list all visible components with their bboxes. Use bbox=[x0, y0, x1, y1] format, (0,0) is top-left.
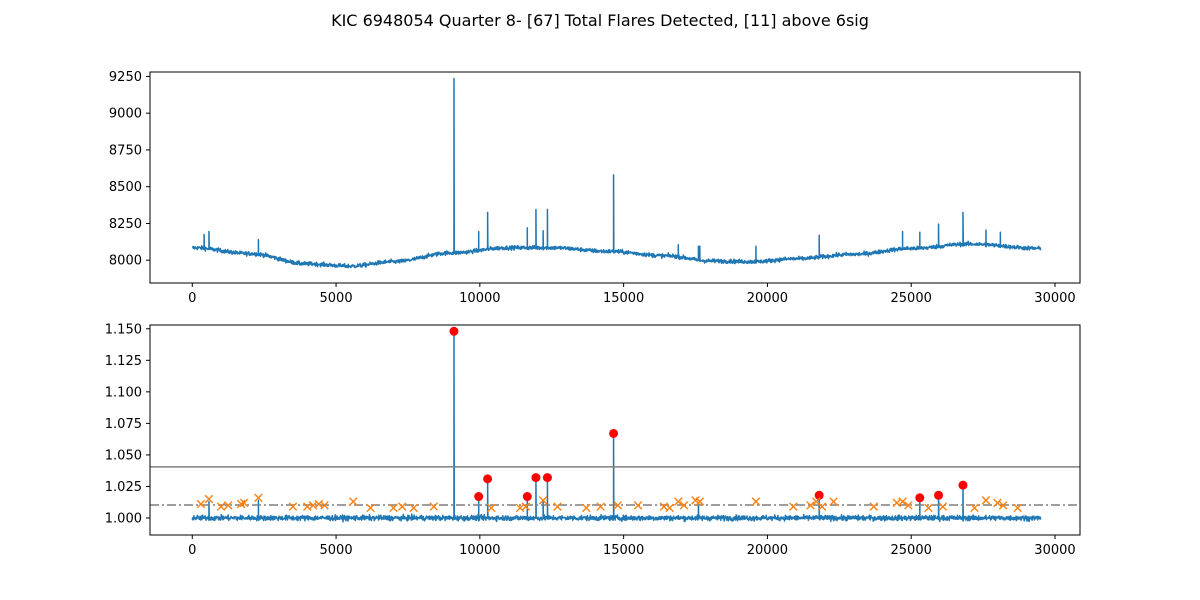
y-tick-label: 8000 bbox=[109, 254, 142, 269]
flare-candidate-marker bbox=[196, 499, 206, 509]
flare-candidate-marker bbox=[981, 496, 991, 505]
flare-candidate-marker bbox=[679, 501, 689, 510]
x-tick-label: 25000 bbox=[891, 291, 932, 306]
flare-candidate-marker bbox=[239, 498, 249, 508]
flare-candidate-marker bbox=[751, 497, 761, 506]
flare-marker-above-6sig bbox=[531, 473, 541, 483]
x-tick-label: 0 bbox=[188, 543, 196, 558]
flare-candidate-marker bbox=[633, 501, 643, 510]
flare-candidate-marker bbox=[204, 494, 214, 504]
y-tick-label: 8500 bbox=[109, 180, 142, 195]
x-tick-label: 10000 bbox=[459, 543, 500, 558]
figure-title: KIC 6948054 Quarter 8- [67] Total Flares… bbox=[331, 11, 869, 30]
flare-candidate-marker bbox=[553, 502, 562, 511]
flare-candidate-marker bbox=[673, 497, 683, 506]
flare-candidate-marker bbox=[1013, 503, 1022, 513]
x-tick-label: 10000 bbox=[459, 291, 500, 306]
light-curve-line bbox=[191, 77, 1042, 269]
flare-candidate-marker bbox=[924, 503, 933, 513]
flare-candidate-marker bbox=[223, 501, 233, 510]
flare-candidate-marker bbox=[397, 502, 407, 511]
flare-candidate-marker bbox=[806, 501, 815, 510]
flare-marker-above-6sig bbox=[483, 474, 493, 484]
flare-candidate-marker bbox=[581, 503, 591, 513]
y-tick-label: 8250 bbox=[109, 217, 142, 232]
y-tick-label: 1.000 bbox=[105, 511, 142, 526]
y-tick-label: 9000 bbox=[109, 107, 142, 122]
flare-candidate-marker bbox=[695, 497, 705, 506]
x-tick-label: 25000 bbox=[891, 543, 932, 558]
flare-candidate-marker bbox=[665, 503, 674, 513]
flare-candidate-marker bbox=[993, 498, 1002, 508]
flare-candidate-marker bbox=[970, 503, 979, 513]
flare-candidate-marker bbox=[869, 502, 879, 511]
x-tick-label: 30000 bbox=[1034, 543, 1075, 558]
flare-candidate-marker bbox=[938, 502, 948, 511]
flare-candidate-marker bbox=[487, 503, 496, 513]
flare-marker-above-6sig bbox=[958, 480, 968, 490]
top-light-curve-panel: 0 5000 10000 15000 20000 25000 30000 8000 8250 85… bbox=[109, 70, 1081, 306]
y-tick-label: 9250 bbox=[109, 70, 142, 85]
x-tick-label: 5000 bbox=[320, 291, 353, 306]
flare-candidate-marker bbox=[898, 497, 907, 506]
y-tick-label: 1.050 bbox=[105, 448, 142, 463]
flare-marker-above-6sig bbox=[915, 493, 925, 503]
flare-candidate-marker bbox=[788, 502, 798, 511]
y-tick-label: 1.125 bbox=[105, 354, 142, 369]
flare-marker-above-6sig bbox=[609, 428, 619, 438]
x-tick-label: 5000 bbox=[320, 543, 353, 558]
bottom-normalized-flux-panel: 0 5000 10000 15000 20000 25000 30000 1.000 1.025… bbox=[105, 322, 1081, 558]
flare-candidate-marker bbox=[288, 502, 298, 511]
x-tick-label: 30000 bbox=[1034, 291, 1075, 306]
flare-candidate-marker bbox=[409, 503, 418, 513]
flare-marker-above-6sig bbox=[522, 492, 532, 502]
plot-area bbox=[150, 326, 1080, 523]
x-tick-label: 0 bbox=[188, 291, 196, 306]
axes-frame bbox=[149, 324, 1081, 536]
flare-candidate-marker bbox=[216, 502, 226, 511]
y-tick-label: 1.075 bbox=[105, 417, 142, 432]
flare-candidate-marker bbox=[366, 503, 375, 513]
flare-marker-above-6sig bbox=[934, 490, 944, 500]
flare-candidate-marker bbox=[389, 503, 398, 513]
flare-candidate-marker bbox=[829, 497, 838, 506]
plot-area bbox=[191, 77, 1042, 269]
axes-frame bbox=[149, 71, 1081, 284]
y-tick-label: 1.100 bbox=[105, 385, 142, 400]
flare-candidate-marker bbox=[521, 502, 531, 511]
flare-candidate-marker bbox=[998, 501, 1008, 510]
light-curve-line bbox=[191, 330, 1042, 523]
flare-candidate-marker bbox=[817, 502, 827, 511]
flare-candidate-marker bbox=[538, 496, 548, 505]
x-tick-label: 20000 bbox=[747, 543, 788, 558]
flare-candidate-marker bbox=[429, 502, 439, 511]
flare-candidate-marker bbox=[904, 501, 913, 510]
flare-marker-above-6sig bbox=[474, 492, 484, 502]
x-tick-label: 15000 bbox=[603, 543, 644, 558]
x-tick-label: 20000 bbox=[747, 291, 788, 306]
flare-candidate-marker bbox=[349, 497, 358, 506]
flare-marker-above-6sig bbox=[449, 326, 459, 336]
y-tick-label: 1.150 bbox=[105, 322, 142, 337]
flare-marker-above-6sig bbox=[542, 473, 552, 483]
flare-candidate-marker bbox=[254, 493, 263, 503]
y-tick-label: 1.025 bbox=[105, 480, 142, 495]
x-tick-label: 15000 bbox=[603, 291, 644, 306]
y-tick-label: 8750 bbox=[109, 143, 142, 158]
flare-candidate-marker bbox=[596, 502, 605, 511]
flare-candidate-marker bbox=[613, 501, 623, 510]
flare-candidate-marker bbox=[320, 501, 329, 510]
flare-marker-above-6sig bbox=[814, 490, 824, 500]
